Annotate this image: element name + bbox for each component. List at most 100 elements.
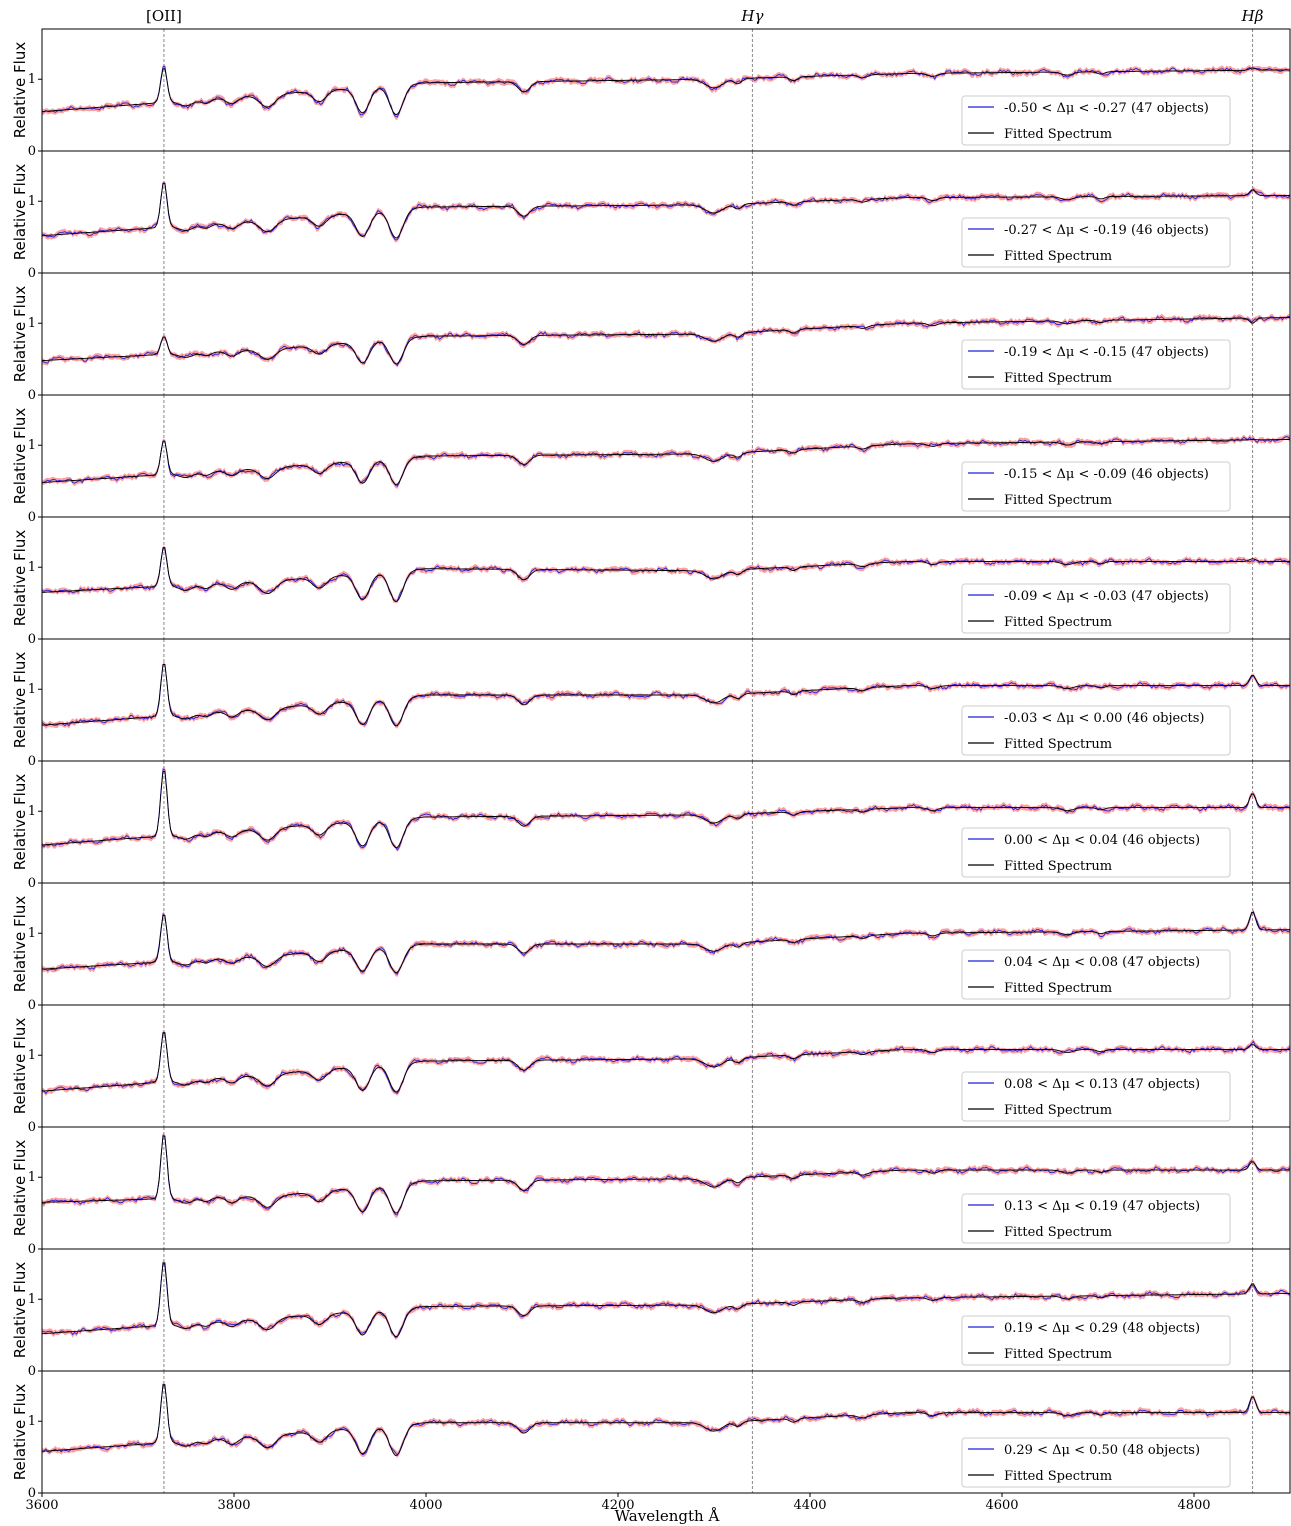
legend-observed-label: -0.50 < Δμ < -0.27 (47 objects)	[1004, 101, 1209, 116]
x-tick-label: 4200	[601, 1498, 634, 1513]
y-tick-label: 0	[28, 1486, 36, 1501]
legend-box	[961, 217, 1231, 268]
legend-observed-label: 0.04 < Δμ < 0.08 (47 objects)	[1004, 955, 1200, 970]
y-axis-label: Relative Flux	[11, 164, 29, 261]
legend: -0.50 < Δμ < -0.27 (47 objects) Fitted Sp…	[961, 95, 1231, 146]
legend: 0.13 < Δμ < 0.19 (47 objects) Fitted Spec…	[961, 1193, 1231, 1244]
panel-frame	[41, 1370, 1291, 1494]
y-tick-label: 1	[28, 1170, 36, 1185]
y-tick-label: 0	[28, 998, 36, 1013]
y-axis-label: Relative Flux	[11, 1384, 29, 1481]
legend: 0.29 < Δμ < 0.50 (48 objects) Fitted Spec…	[961, 1437, 1231, 1488]
legend-box	[961, 949, 1231, 1000]
legend-fit-label: Fitted Spectrum	[1004, 127, 1112, 142]
fitted-spectrum-line	[41, 1262, 1290, 1337]
observed-spectrum-line	[42, 1383, 1291, 1456]
legend-fit-label: Fitted Spectrum	[1004, 615, 1112, 630]
y-tick-label: 0	[28, 1120, 36, 1135]
y-tick-label: 1	[28, 560, 36, 575]
legend-observed-label: -0.19 < Δμ < -0.15 (47 objects)	[1004, 345, 1209, 360]
y-tick-label: 0	[28, 510, 36, 525]
error-band	[42, 766, 1290, 852]
legend-fit-label: Fitted Spectrum	[1004, 1103, 1112, 1118]
legend-box	[961, 1315, 1231, 1366]
y-tick-label: 1	[28, 316, 36, 331]
legend-fit-label: Fitted Spectrum	[1004, 1225, 1112, 1240]
legend-fit-label: Fitted Spectrum	[1004, 493, 1112, 508]
observed-spectrum-line	[41, 315, 1291, 367]
legend-box	[961, 1437, 1231, 1488]
x-tick-label: 4400	[793, 1498, 826, 1513]
legend-fit-label: Fitted Spectrum	[1004, 1469, 1112, 1484]
y-axis-label: Relative Flux	[11, 1018, 29, 1115]
y-tick-label: 1	[28, 438, 36, 453]
legend-box	[961, 827, 1231, 878]
legend-box	[961, 705, 1231, 756]
error-band	[42, 1132, 1290, 1219]
legend-box	[961, 1071, 1231, 1122]
legend-fit-label: Fitted Spectrum	[1004, 859, 1112, 874]
x-tick-label: 4800	[1177, 1498, 1210, 1513]
error-band	[42, 1029, 1290, 1097]
error-band	[42, 434, 1290, 489]
emission-line-labels: [OII] Hγ Hβ	[146, 7, 1264, 25]
fitted-spectrum-line	[41, 439, 1290, 485]
legend-fit-label: Fitted Spectrum	[1004, 737, 1112, 752]
legend-fit-label: Fitted Spectrum	[1004, 1347, 1112, 1362]
fitted-spectrum-line	[41, 547, 1290, 602]
y-tick-label: 0	[28, 1364, 36, 1379]
y-axis-label: Relative Flux	[11, 896, 29, 993]
legend-observed-label: -0.15 < Δμ < -0.09 (46 objects)	[1004, 467, 1209, 482]
y-tick-label: 0	[28, 754, 36, 769]
legend: 0.00 < Δμ < 0.04 (46 objects) Fitted Spec…	[961, 827, 1231, 878]
legend-fit-label: Fitted Spectrum	[1004, 981, 1112, 996]
legend-observed-label: 0.29 < Δμ < 0.50 (48 objects)	[1004, 1443, 1200, 1458]
x-axis-label: Wavelength Å	[615, 1507, 720, 1525]
legend: 0.19 < Δμ < 0.29 (48 objects) Fitted Spec…	[961, 1315, 1231, 1366]
x-tick-label: 3600	[25, 1498, 58, 1513]
fitted-spectrum-line	[41, 317, 1290, 365]
y-axis-label: Relative Flux	[11, 530, 29, 627]
fitted-spectrum-line	[41, 912, 1291, 973]
y-tick-label: 1	[28, 682, 36, 697]
y-tick-label: 0	[28, 632, 36, 647]
fitted-spectrum-line	[41, 1384, 1290, 1456]
observed-spectrum-line	[41, 1031, 1291, 1095]
y-tick-label: 1	[28, 194, 36, 209]
y-tick-label: 1	[28, 926, 36, 941]
fitted-spectrum-line	[41, 770, 1290, 849]
observed-spectrum-line	[41, 910, 1291, 976]
y-axis-label: Relative Flux	[11, 408, 29, 505]
fitted-spectrum-line	[41, 182, 1290, 239]
y-tick-label: 1	[28, 72, 36, 87]
legend: 0.08 < Δμ < 0.13 (47 objects) Fitted Spec…	[961, 1071, 1231, 1122]
legend-observed-label: -0.27 < Δμ < -0.19 (46 objects)	[1004, 223, 1209, 238]
y-axis-label: Relative Flux	[11, 286, 29, 383]
error-band	[42, 1259, 1290, 1340]
legend: -0.27 < Δμ < -0.19 (46 objects) Fitted Sp…	[961, 217, 1231, 268]
y-tick-label: 0	[28, 876, 36, 891]
legend-box	[961, 1193, 1231, 1244]
fitted-spectrum-line	[41, 1135, 1290, 1214]
legend-fit-label: Fitted Spectrum	[1004, 371, 1112, 386]
observed-spectrum-line	[41, 436, 1291, 488]
emission-line-label: Hβ	[1241, 7, 1264, 25]
y-axis-label: Relative Flux	[11, 774, 29, 871]
y-tick-label: 0	[28, 388, 36, 403]
y-axis-label: Relative Flux	[11, 42, 29, 139]
legend-observed-label: 0.00 < Δμ < 0.04 (46 objects)	[1004, 833, 1200, 848]
y-tick-label: 0	[28, 1242, 36, 1257]
legend-box	[961, 583, 1231, 634]
y-axis-label: Relative Flux	[11, 1140, 29, 1237]
